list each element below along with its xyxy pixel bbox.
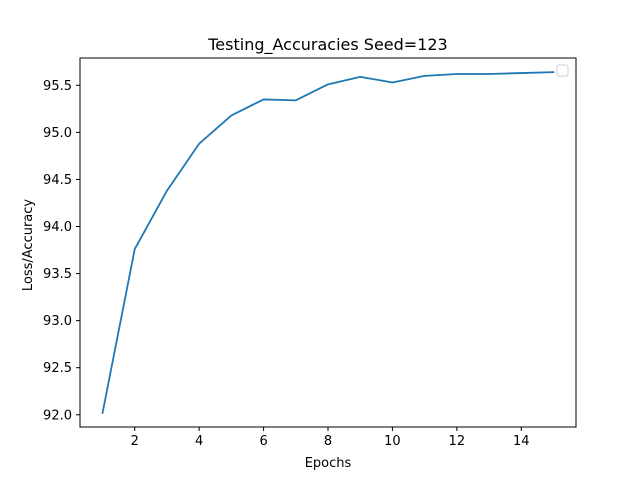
y-tick-label: 95.5 (43, 79, 72, 94)
x-axis-label: Epochs (305, 456, 352, 471)
axes-frame (79, 57, 577, 428)
x-tick-label: 14 (513, 434, 530, 449)
y-axis-label: Loss/Accuracy (21, 199, 36, 292)
x-tick-label: 4 (195, 434, 203, 449)
axis-ticks: 2 4 6 8 10 12 14 92.0 92.5 93.0 93.5 94.0 94.5 95.0 95… (43, 79, 529, 449)
y-tick-label: 93.5 (43, 267, 72, 282)
x-tick-label: 12 (449, 434, 466, 449)
y-tick-label: 92.5 (43, 361, 72, 376)
x-tick-label: 2 (131, 434, 139, 449)
y-tick-label: 93.0 (43, 314, 72, 329)
x-tick-label: 8 (324, 434, 332, 449)
series-group (101, 71, 555, 414)
y-tick-label: 94.0 (43, 220, 72, 235)
chart-title: Testing_Accuracies Seed=123 (207, 35, 447, 55)
y-tick-label: 95.0 (43, 126, 72, 141)
y-tick-label: 92.0 (43, 408, 72, 423)
x-tick-label: 10 (384, 434, 401, 449)
x-tick-label: 6 (259, 434, 267, 449)
legend-box (556, 64, 569, 77)
y-tick-label: 94.5 (43, 173, 72, 188)
